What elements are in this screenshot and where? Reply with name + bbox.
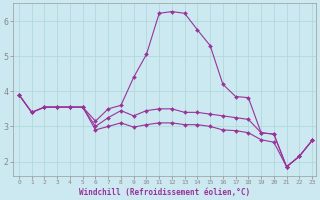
X-axis label: Windchill (Refroidissement éolien,°C): Windchill (Refroidissement éolien,°C): [79, 188, 250, 197]
